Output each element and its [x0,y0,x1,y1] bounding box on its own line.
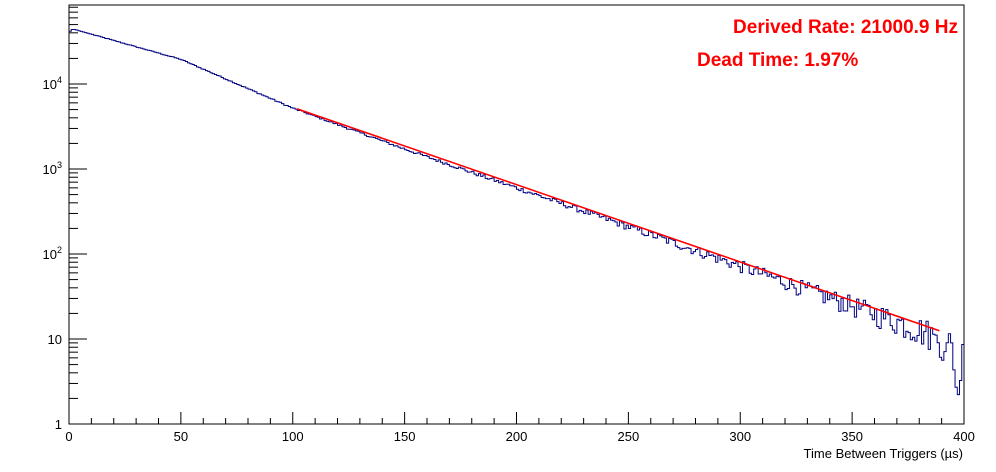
x-axis-ticks [68,412,965,424]
fit-layer [296,108,940,332]
y-tick-label: 103 [43,160,62,177]
x-tick-label: 0 [65,429,72,444]
fit-line [296,108,940,332]
x-tick-label: 50 [174,429,188,444]
histogram-series [68,29,965,424]
x-axis-title: Time Between Triggers (µs) [804,446,963,461]
x-tick-label: 200 [506,429,528,444]
annotation-derived-rate: Derived Rate: 21000.9 Hz [733,17,958,38]
x-tick-labels: 0 50 100 150 200 250 300 350 400 [65,429,974,444]
x-tick-label: 100 [282,429,304,444]
annotation-dead-time: Dead Time: 1.97% [697,50,858,71]
x-tick-label: 350 [841,429,863,444]
y-axis-ticks [69,6,87,425]
y-tick-label: 10 [48,332,62,347]
x-tick-label: 150 [394,429,416,444]
x-tick-label: 300 [729,429,751,444]
x-tick-label: 250 [618,429,640,444]
y-tick-label: 104 [43,75,62,92]
x-tick-label: 400 [953,429,975,444]
y-tick-label: 102 [43,245,62,262]
y-tick-labels: 1 10 102 103 104 [43,75,62,432]
y-tick-label: 1 [55,417,62,432]
histogram-layer [68,29,965,424]
